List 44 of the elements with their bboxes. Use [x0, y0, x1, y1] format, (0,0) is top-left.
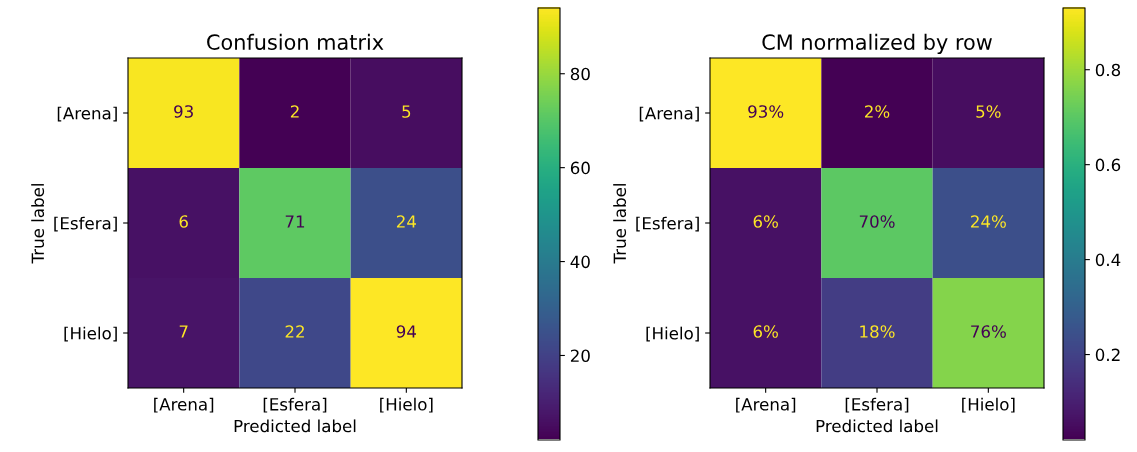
- data-label: 24%: [971, 215, 1006, 228]
- color-bar-label: 0.2: [1095, 348, 1120, 362]
- data-label: 93%: [748, 105, 784, 118]
- chart-title: CM normalized by row: [762, 33, 992, 54]
- data-label: 18%: [860, 325, 895, 338]
- data-label: 70%: [859, 215, 895, 228]
- y-tick-label: [Esfera]: [636, 216, 699, 232]
- color-bar-label: 0.6: [1095, 158, 1121, 172]
- color-bar-label: 60: [570, 161, 590, 175]
- color-bar-label: 20: [570, 349, 590, 363]
- color-bar-label: 80: [570, 67, 590, 81]
- color-bar-label: 0.4: [1095, 253, 1121, 267]
- data-label: 5%: [976, 105, 1001, 118]
- y-tick-label: [Hielo]: [64, 326, 117, 342]
- data-label: 71: [285, 215, 305, 228]
- y-tick-label: [Arena]: [57, 106, 117, 122]
- x-tick-label: [Hielo]: [962, 397, 1015, 413]
- data-label: 2%: [865, 105, 890, 118]
- data-label: 6: [179, 215, 188, 228]
- x-tick-label: [Esfera]: [845, 397, 909, 413]
- data-label: 24: [396, 215, 416, 228]
- y-axis-title: True label: [31, 184, 45, 264]
- data-label: 6%: [753, 325, 778, 338]
- data-label: 94: [396, 325, 416, 338]
- x-tick-label: [Arena]: [736, 397, 796, 413]
- y-tick-label: [Hielo]: [646, 326, 699, 342]
- data-label: 6%: [753, 215, 778, 228]
- y-tick-label: [Arena]: [639, 106, 699, 122]
- data-label: 5: [402, 105, 411, 118]
- x-axis-title: Predicted label: [816, 419, 938, 433]
- data-label: 22: [285, 325, 304, 338]
- x-tick-label: [Arena]: [154, 397, 214, 413]
- y-axis-title: True label: [613, 184, 627, 264]
- data-label: 93: [174, 105, 193, 118]
- x-tick-label: [Hielo]: [380, 397, 433, 413]
- data-label: 2: [290, 105, 299, 118]
- color-bar-label: 40: [570, 255, 590, 269]
- x-tick-label: [Esfera]: [263, 397, 327, 413]
- y-tick-label: [Esfera]: [54, 216, 117, 232]
- x-axis-title: Predicted label: [234, 419, 356, 433]
- color-bar-label: 0.8: [1095, 63, 1121, 77]
- data-label: 76%: [971, 325, 1006, 338]
- chart-title: Confusion matrix: [207, 33, 384, 50]
- data-label: 7: [179, 325, 188, 338]
